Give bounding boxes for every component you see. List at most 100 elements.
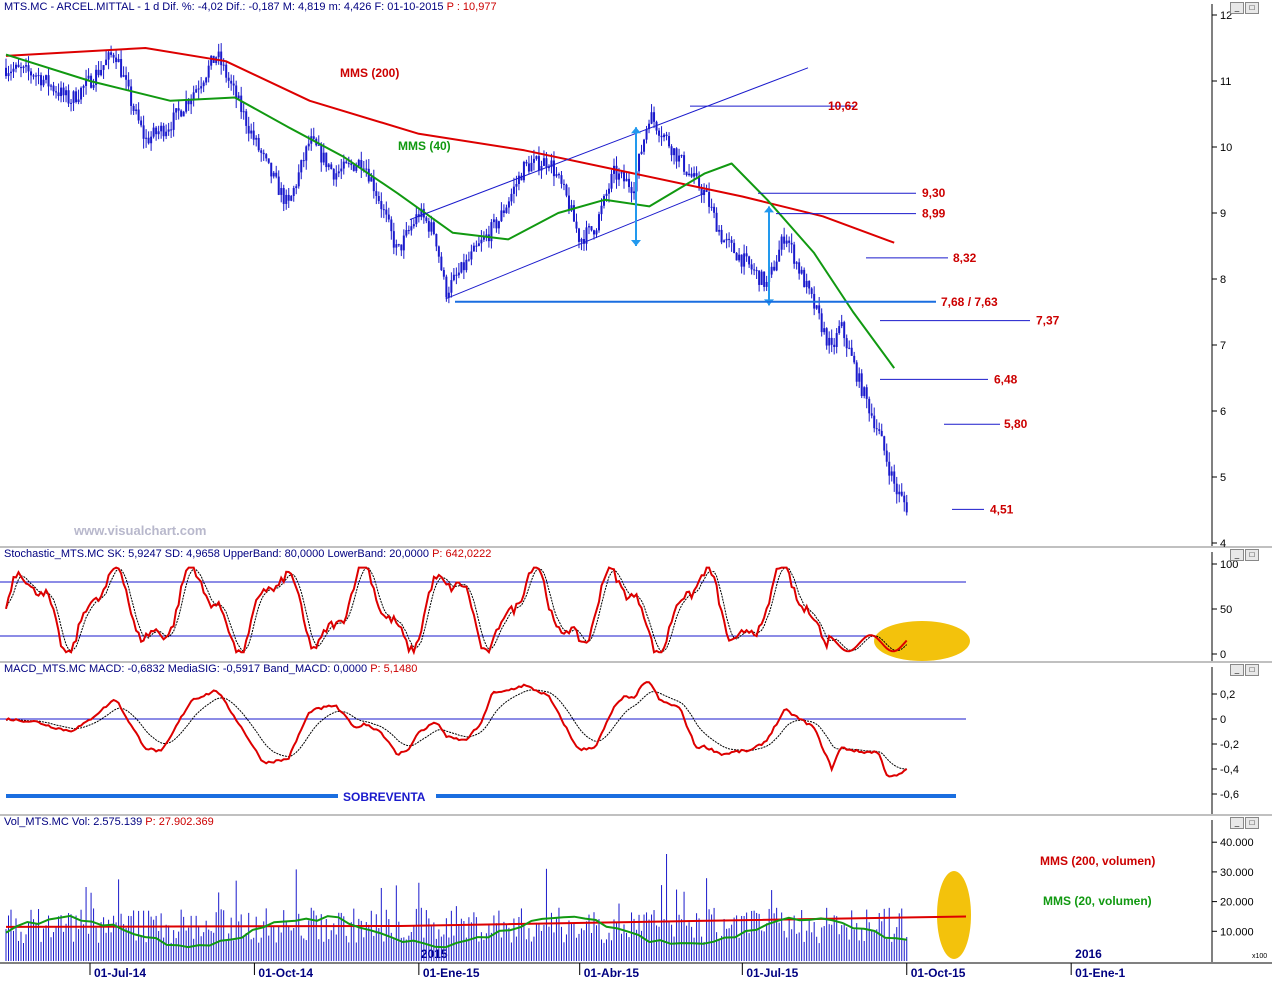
candle-body [237,95,240,99]
candle-body [630,187,633,194]
candle-body [895,483,898,495]
candle-body [207,65,210,78]
candle-body [402,235,405,251]
candle-body [485,234,488,237]
candle-body [638,153,641,172]
candle-body [295,186,298,189]
candle-body [15,64,18,69]
x-tick-label: 01-Abr-15 [584,966,640,980]
candle-body [67,90,70,104]
stochastic-panel-header: Stochastic_MTS.MC SK: 5,9247 SD: 4,9658 … [4,548,491,560]
candle-body [20,67,23,69]
candle-body [187,99,190,105]
candle-body [30,71,33,76]
candle-body [307,143,310,147]
candle-body [172,112,175,130]
candle-body [45,75,48,80]
candle-body [35,75,38,77]
volume-maximize-button[interactable]: □ [1245,817,1259,829]
price-header-text: MTS.MC - ARCEL.MITTAL - 1 d Dif. %: -4,0… [4,1,444,13]
candle-body [65,90,68,96]
candle-body [330,164,333,170]
candle-body [247,125,250,134]
candle-body [640,151,643,154]
candle-body [255,137,258,140]
stochastic-maximize-button[interactable]: □ [1245,549,1259,561]
price-y-tick-label: 4 [1220,538,1226,550]
oversold-label-bg [338,789,436,803]
candle-body [217,51,220,58]
macd-maximize-button[interactable]: □ [1245,664,1259,676]
candle-body [580,238,583,242]
candle-body [520,175,523,181]
candle-body [815,305,818,309]
candle-body [890,471,893,476]
candle-body [833,344,836,348]
candle-body [150,136,153,144]
candle-body [342,161,345,169]
candle-body [828,337,831,346]
price-minimize-button[interactable]: _ [1230,2,1244,14]
candle-body [570,205,573,211]
candle-body [658,130,661,136]
volume-minimize-button[interactable]: _ [1230,817,1244,829]
candle-body [360,160,363,170]
candle-body [703,189,706,196]
candle-body [75,91,78,103]
candle-body [565,184,568,196]
candle-body [863,387,866,396]
candle-body [577,228,580,242]
candle-body [660,135,663,138]
candle-body [905,502,908,513]
ma40-line [5,53,896,369]
candle-body [440,256,443,271]
macd-minimize-button[interactable]: _ [1230,664,1244,676]
candle-body [352,165,355,171]
candle-body [405,230,408,236]
candle-body [222,64,225,66]
price-maximize-button[interactable]: □ [1245,2,1259,14]
candle-body [663,134,666,138]
candle-body [818,305,821,314]
candle-body [137,109,140,121]
price-y-tick-label: 7 [1220,340,1226,352]
candle-body [467,259,470,261]
candle-body [102,65,105,70]
candle-body [12,68,15,72]
candle-body [653,112,656,122]
candle-body [843,322,846,339]
x-tick-label: 01-Ene-1 [1075,966,1125,980]
candle-body [305,146,308,161]
candle-body [285,194,288,204]
price-header-p: P : 10,977 [446,1,497,13]
candle-body [17,64,20,68]
candle-body [720,229,723,243]
candle-body [700,188,703,196]
candle-body [595,230,598,235]
candle-body [347,163,350,165]
candle-body [350,163,353,166]
candle-body [590,226,593,231]
candlestick-series [5,43,908,516]
candle-body [457,272,460,276]
macd-y-tick-label: -0,4 [1220,764,1239,776]
candle-body [665,134,668,137]
candle-body [748,256,751,265]
volume-ma200-line [5,915,967,928]
candle-body [82,85,85,88]
candle-body [845,338,848,349]
candle-body [688,173,691,176]
candle-body [235,85,238,99]
candle-body [47,75,50,87]
candle-body [152,127,155,137]
candle-body [823,328,826,333]
candle-body [883,436,886,451]
candle-body [182,111,185,117]
candle-body [135,109,138,111]
candle-body [140,120,143,126]
stochastic-minimize-button[interactable]: _ [1230,549,1244,561]
candle-body [55,91,58,93]
candle-body [830,337,833,345]
candle-body [540,165,543,171]
candle-body [367,168,370,182]
